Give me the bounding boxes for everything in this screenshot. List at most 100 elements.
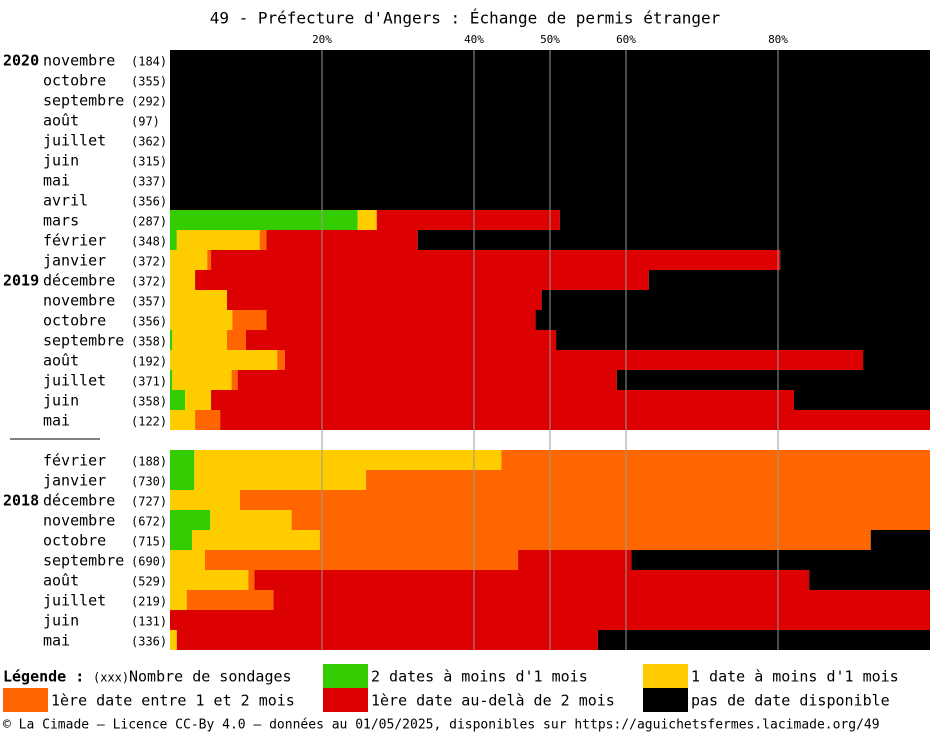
- row-label: octobre: [43, 532, 106, 550]
- bar-segment: [194, 470, 367, 490]
- count-label: (192): [131, 355, 167, 369]
- chart-title: 49 - Préfecture d'Angers : Échange de pe…: [210, 9, 721, 28]
- row-label: décembre: [43, 272, 115, 290]
- year-label: 2018: [3, 492, 39, 510]
- legend-swatch: [643, 664, 688, 688]
- bar-segment: [170, 590, 187, 610]
- bar-segment: [237, 370, 617, 390]
- count-label: (292): [131, 95, 167, 109]
- bar-segment: [220, 410, 930, 430]
- legend-swatch: [323, 688, 368, 712]
- bar-segment: [809, 570, 930, 590]
- bar-segment: [319, 530, 871, 550]
- row-label: février: [43, 452, 106, 470]
- count-label: (372): [131, 275, 167, 289]
- year-label: 2020: [3, 52, 39, 70]
- bar-segment: [291, 510, 930, 530]
- bar-segment: [232, 310, 267, 330]
- bar-segment: [284, 350, 864, 370]
- bar-segment: [239, 490, 930, 510]
- bar-segment: [176, 230, 260, 250]
- legend-label: 1ère date au-delà de 2 mois: [371, 692, 615, 710]
- row-label: décembre: [43, 492, 115, 510]
- count-label: (337): [131, 175, 167, 189]
- row-label: mai: [43, 632, 70, 650]
- count-label: (358): [131, 335, 167, 349]
- bar-segment: [227, 290, 542, 310]
- bar-segment: [211, 390, 794, 410]
- row-label: octobre: [43, 312, 106, 330]
- count-label: (348): [131, 235, 167, 249]
- bar-segment: [559, 210, 930, 230]
- row-label: janvier: [43, 472, 106, 490]
- row-label: février: [43, 232, 106, 250]
- bar-segment: [266, 230, 418, 250]
- bar-segment: [170, 390, 186, 410]
- count-label: (362): [131, 135, 167, 149]
- x-tick-label: 80%: [768, 33, 788, 46]
- legend-count-marker: (xxx): [93, 671, 129, 685]
- bar-segment: [172, 330, 227, 350]
- bar-segment: [207, 250, 212, 270]
- bar-segment: [417, 230, 930, 250]
- row-label: juillet: [43, 372, 106, 390]
- bar-segment: [170, 490, 240, 510]
- count-label: (287): [131, 215, 167, 229]
- count-label: (715): [131, 535, 167, 549]
- legend-title: Légende :: [3, 668, 84, 686]
- bar-segment: [211, 250, 781, 270]
- footer: © La Cimade – Licence CC-By 4.0 – donnée…: [3, 718, 880, 733]
- bar-segment: [204, 550, 519, 570]
- bar-segment: [170, 530, 193, 550]
- bar-segment: [194, 450, 502, 470]
- legend-swatch: [643, 688, 688, 712]
- x-tick-label: 20%: [312, 33, 332, 46]
- bar-segment: [170, 250, 208, 270]
- count-label: (372): [131, 255, 167, 269]
- bar-segment: [170, 410, 196, 430]
- count-label: (97): [131, 115, 160, 129]
- bar-segment: [273, 590, 930, 610]
- bar-segment: [170, 310, 233, 330]
- bar-segment: [376, 210, 560, 230]
- bar-segment: [170, 630, 177, 650]
- bar-segment: [277, 350, 285, 370]
- bar-segment: [357, 210, 377, 230]
- bar-segment: [366, 470, 930, 490]
- bar-segment: [195, 410, 221, 430]
- bar-segment: [518, 550, 632, 570]
- legend-label: 2 dates à moins d'1 mois: [371, 668, 588, 686]
- count-label: (355): [131, 75, 167, 89]
- bar-segment: [648, 270, 930, 290]
- bar-segment: [172, 370, 232, 390]
- year-label: 2019: [3, 272, 39, 290]
- count-label: (131): [131, 615, 167, 629]
- bar-segment: [186, 590, 274, 610]
- bar-segment: [170, 450, 195, 470]
- count-label: (529): [131, 575, 167, 589]
- row-label: octobre: [43, 72, 106, 90]
- bar-segment: [227, 330, 246, 350]
- bar-segment: [556, 330, 930, 350]
- bar-segment: [170, 370, 173, 390]
- bar-segment: [863, 350, 930, 370]
- legend-swatch: [323, 664, 368, 688]
- count-label: (188): [131, 455, 167, 469]
- row-label: septembre: [43, 92, 124, 110]
- count-label: (690): [131, 555, 167, 569]
- bar-segment: [192, 530, 320, 550]
- bar-segment: [597, 630, 930, 650]
- bar-segment: [535, 310, 930, 330]
- bar-segment: [195, 270, 649, 290]
- count-label: (672): [131, 515, 167, 529]
- bar-segment: [631, 550, 930, 570]
- legend-count-text: Nombre de sondages: [129, 668, 292, 686]
- count-label: (315): [131, 155, 167, 169]
- bar-segment: [185, 390, 212, 410]
- row-label: août: [43, 352, 79, 370]
- row-label: novembre: [43, 512, 115, 530]
- count-label: (356): [131, 315, 167, 329]
- row-label: novembre: [43, 292, 115, 310]
